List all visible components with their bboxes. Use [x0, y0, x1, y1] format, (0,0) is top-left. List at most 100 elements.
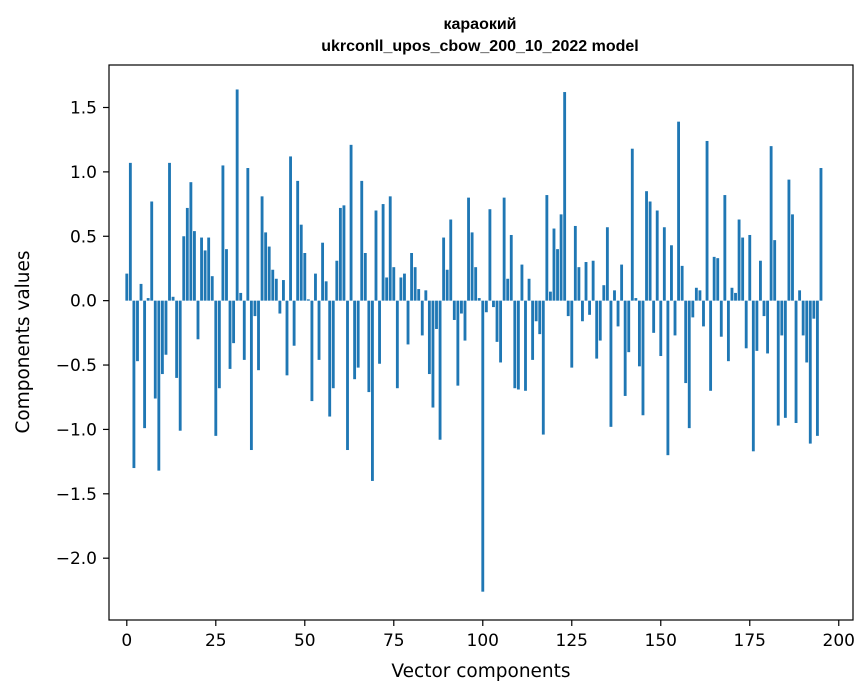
bar: [801, 300, 805, 336]
bar: [609, 300, 613, 427]
bar: [798, 290, 802, 301]
bar: [282, 280, 285, 301]
bar: [424, 290, 428, 301]
bar: [310, 300, 314, 402]
bar: [524, 300, 527, 391]
bar: [581, 300, 584, 322]
bar: [278, 300, 282, 314]
bar: [470, 232, 474, 301]
bar: [463, 300, 467, 341]
bar: [257, 300, 260, 371]
bar: [819, 168, 823, 301]
bar: [613, 290, 616, 301]
bar: [182, 236, 186, 301]
bar: [367, 300, 371, 393]
bar: [228, 300, 232, 369]
bar: [406, 300, 410, 345]
bar: [499, 300, 503, 363]
chart-title: караокий: [443, 16, 516, 33]
bar: [474, 267, 478, 301]
bar: [153, 300, 157, 399]
bar: [627, 300, 631, 353]
y-tick-label: −0.5: [56, 356, 97, 376]
bar: [602, 285, 606, 301]
bar: [346, 300, 349, 451]
bar: [787, 179, 791, 301]
bar: [741, 237, 745, 301]
bar: [780, 300, 784, 336]
bar: [438, 300, 442, 440]
bar: [246, 168, 250, 301]
bar: [509, 234, 513, 301]
bar: [292, 300, 296, 346]
bar: [776, 300, 780, 426]
bar: [545, 195, 549, 301]
bar: [132, 300, 136, 469]
bar: [766, 300, 769, 354]
bar: [734, 292, 737, 301]
bar: [225, 249, 228, 301]
bar: [342, 205, 346, 301]
bar: [616, 300, 620, 327]
bar: [623, 300, 627, 396]
bar: [403, 273, 406, 301]
bar: [207, 237, 211, 301]
bar: [239, 292, 243, 301]
y-tick-label: 0.5: [70, 227, 97, 247]
bar: [620, 264, 624, 301]
y-tick-label: 1.0: [70, 163, 97, 183]
bar: [385, 277, 389, 301]
bar: [723, 195, 727, 301]
bar: [442, 237, 446, 301]
x-tick-label: 150: [645, 631, 677, 651]
bar: [417, 289, 421, 301]
x-tick-label: 175: [734, 631, 766, 651]
bar: [452, 300, 456, 320]
bar: [349, 144, 353, 301]
bar: [570, 300, 574, 368]
bar: [420, 300, 424, 336]
bar: [356, 300, 360, 368]
bar: [125, 273, 129, 301]
bar: [566, 300, 570, 317]
bar: [698, 290, 702, 301]
y-tick-label: −1.5: [56, 485, 97, 505]
bar: [460, 300, 463, 314]
chart-subtitle: ukrconll_upos_cbow_200_10_2022 model: [321, 38, 638, 55]
bar: [388, 196, 392, 301]
x-tick-label: 200: [823, 631, 855, 651]
bar: [730, 287, 734, 301]
bar: [363, 253, 367, 301]
bar: [677, 121, 680, 301]
bar: [588, 300, 591, 315]
bar: [128, 162, 132, 301]
bar: [324, 281, 328, 301]
bar: [506, 278, 510, 301]
bar: [410, 253, 414, 301]
bar: [712, 256, 716, 301]
bar: [427, 300, 431, 375]
bar: [232, 300, 236, 344]
bar: [492, 300, 495, 308]
bar: [139, 283, 143, 301]
bar: [449, 219, 453, 301]
bar: [531, 300, 535, 360]
bar: [648, 201, 652, 301]
bar: [413, 267, 417, 301]
bar: [605, 227, 609, 301]
bar: [598, 300, 602, 341]
bar: [527, 278, 531, 301]
bar: [175, 300, 179, 378]
bar: [691, 300, 695, 318]
bar: [652, 300, 656, 333]
bar: [249, 300, 253, 451]
bar: [435, 300, 438, 329]
bar: [783, 300, 787, 418]
bar: [815, 300, 819, 436]
bar: [150, 201, 154, 301]
bar: [242, 300, 246, 360]
bar: [702, 300, 705, 327]
bar: [481, 300, 485, 592]
bar: [271, 269, 275, 301]
bar: [193, 231, 196, 301]
